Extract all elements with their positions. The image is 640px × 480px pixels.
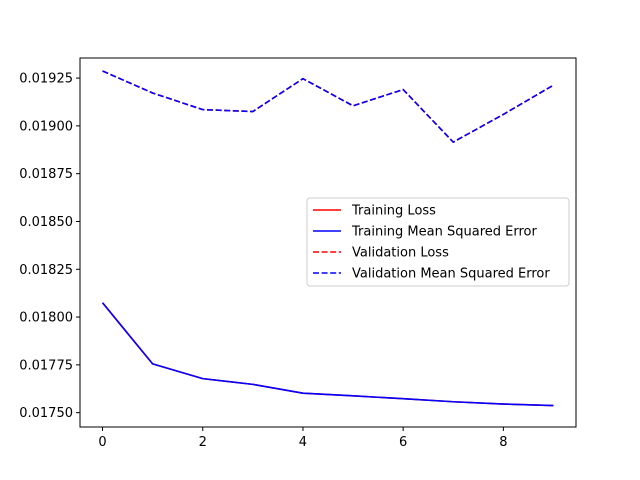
legend-frame [306,197,570,287]
plot-area-frame [79,57,577,428]
plot-lines [101,70,554,407]
y-axis: 0.01750 0.01775 0.01800 0.01825 0.01850 0.018… [19,72,80,421]
x-tick-label: 6 [399,435,407,450]
y-tick-label: 0.01825 [19,263,73,278]
legend-label: Training Mean Squared Error [351,225,537,240]
y-tick-label: 0.01925 [19,72,73,87]
x-tick-label: 4 [299,435,307,450]
legend-label: Validation Loss [352,246,449,261]
y-tick-label: 0.01850 [19,215,73,230]
y-tick-label: 0.01875 [19,167,73,182]
legend: Training Loss Training Mean Squared Error… [306,197,570,287]
y-tick-label: 0.01775 [19,358,73,373]
series-line-training-mean-squared-error [101,302,554,407]
x-tick-label: 0 [98,435,106,450]
x-tick-label: 8 [499,435,507,450]
y-tick-label: 0.01900 [19,119,73,134]
x-tick-label: 2 [199,435,207,450]
x-axis: 0 2 4 6 8 [98,427,507,450]
y-tick-label: 0.01750 [19,406,73,421]
legend-label: Validation Mean Squared Error [352,267,550,282]
series-line-validation-mean-squared-error [102,70,554,143]
y-tick-label: 0.01800 [19,311,73,326]
legend-label: Training Loss [351,204,436,219]
